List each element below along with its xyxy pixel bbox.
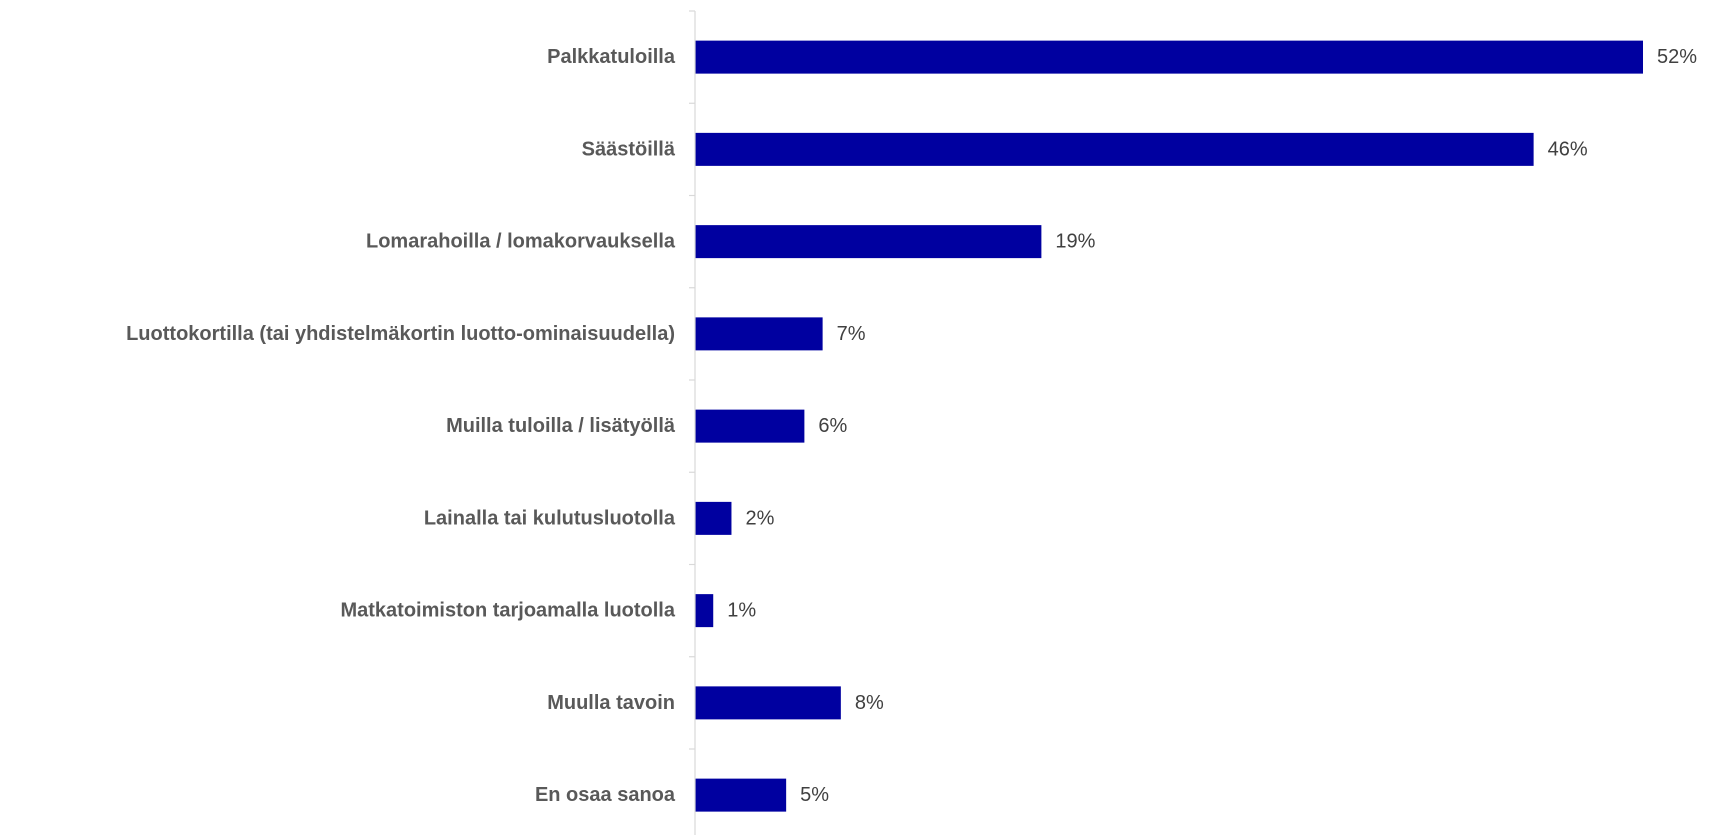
value-labels: 52% 46% 19% 7% 6% 2% 1% 8% 5% — [727, 46, 1697, 806]
bars-group — [695, 40, 1643, 812]
bar — [695, 501, 732, 535]
category-label: Muulla tavoin — [547, 692, 675, 714]
value-label: 46% — [1548, 138, 1588, 160]
axis-ticks — [689, 10, 695, 750]
bar — [695, 778, 787, 812]
bar — [695, 409, 805, 443]
value-label: 2% — [745, 507, 774, 529]
value-label: 6% — [818, 415, 847, 437]
category-label: Palkkatuloilla — [547, 46, 676, 68]
category-label: Muilla tuloilla / lisätyöllä — [446, 415, 676, 437]
category-label: Säästöillä — [582, 138, 676, 160]
value-label: 52% — [1657, 46, 1697, 68]
value-label: 7% — [837, 323, 866, 345]
category-label: Lainalla tai kulutusluotolla — [424, 507, 676, 529]
bar — [695, 132, 1534, 166]
category-label: Lomarahoilla / lomakorvauksella — [366, 231, 676, 253]
category-label: Luottokortilla (tai yhdistelmäkortin luo… — [126, 323, 675, 345]
bar — [695, 594, 714, 628]
value-label: 5% — [800, 784, 829, 806]
bar — [695, 686, 841, 720]
category-label: En osaa sanoa — [535, 784, 676, 806]
value-label: 8% — [855, 692, 884, 714]
value-label: 1% — [727, 600, 756, 622]
value-label: 19% — [1055, 231, 1095, 253]
bar — [695, 40, 1643, 74]
category-labels: Palkkatuloilla Säästöillä Lomarahoilla / l… — [126, 46, 676, 806]
category-label: Matkatoimiston tarjoamalla luotolla — [340, 600, 675, 622]
bar — [695, 225, 1042, 259]
bar — [695, 317, 823, 351]
